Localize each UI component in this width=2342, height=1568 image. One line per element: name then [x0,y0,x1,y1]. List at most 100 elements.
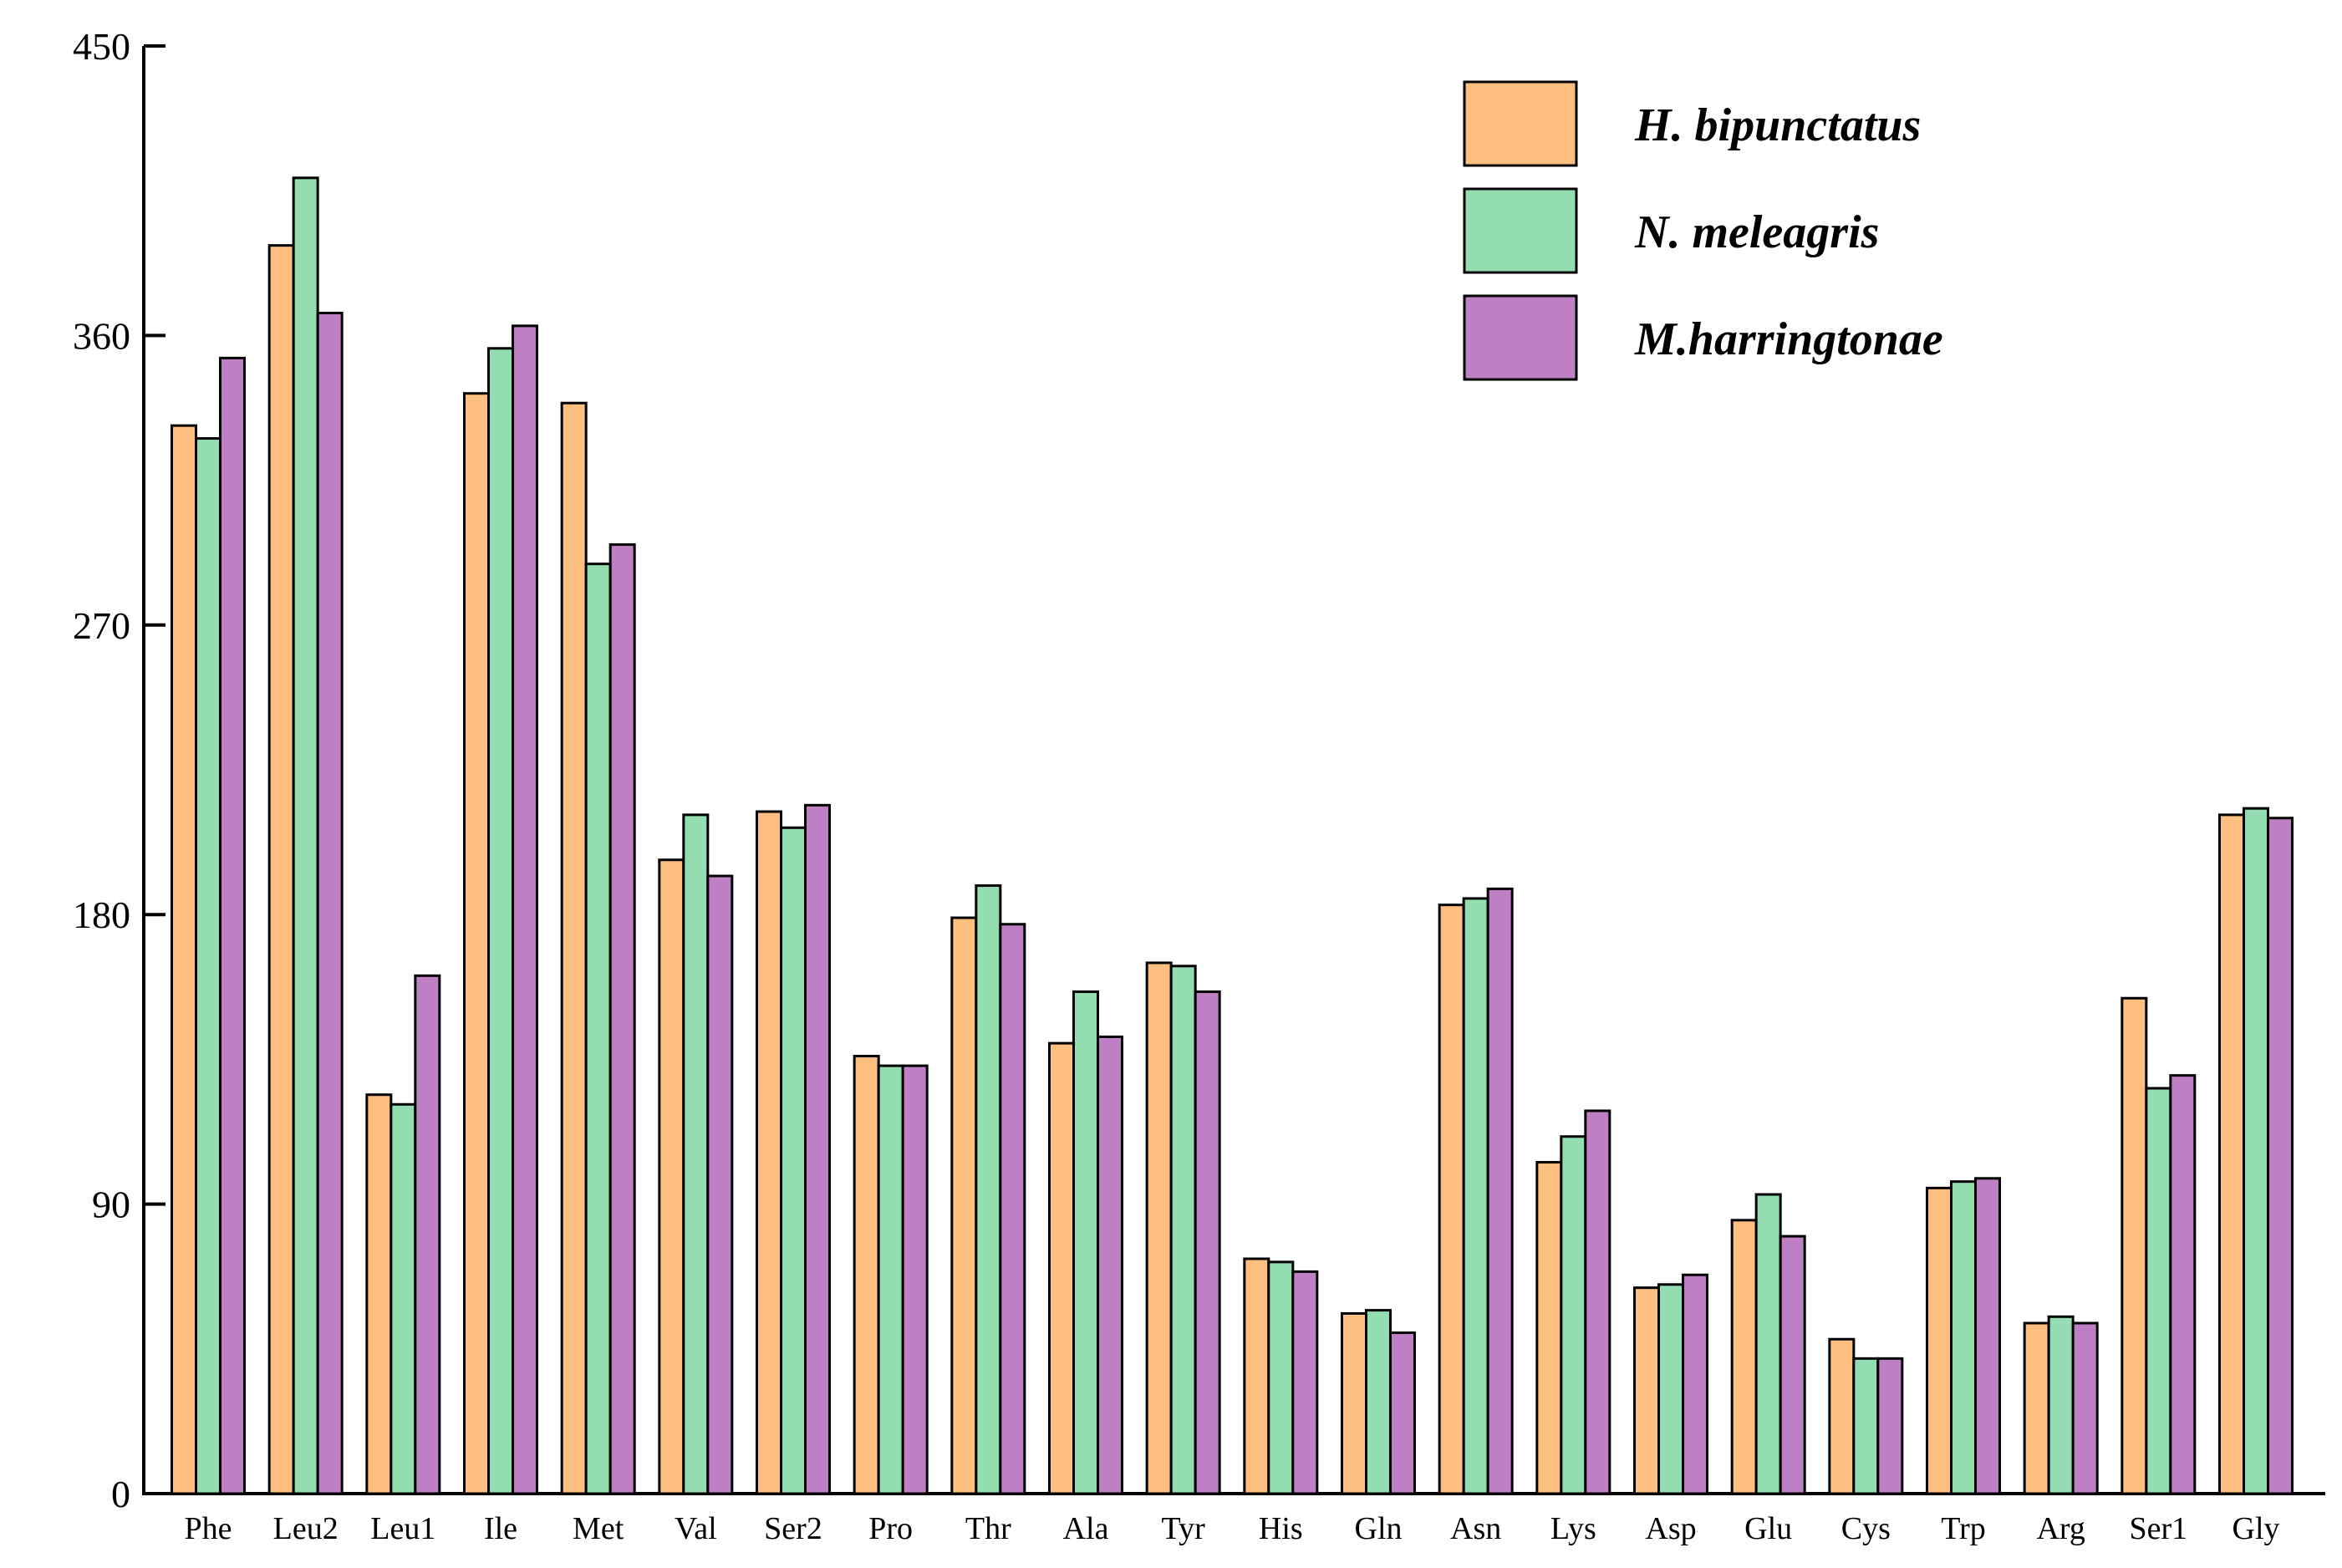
bar-leu1-1 [365,1093,393,1495]
bar-ser1-3 [2169,1074,2197,1495]
x-tick-label: Trp [1941,1511,1986,1546]
bar-his-1 [1243,1257,1270,1495]
bar-leu1-2 [389,1102,417,1495]
bar-gln-1 [1341,1311,1367,1495]
bar-his-2 [1267,1260,1295,1495]
bar-leu1-3 [414,974,441,1495]
x-tick-label: Pro [868,1511,913,1546]
bar-met-3 [608,543,636,1495]
bar-ala-1 [1048,1041,1075,1495]
bar-glu-1 [1730,1219,1758,1495]
bar-asn-2 [1462,897,1489,1495]
bar-val-2 [682,813,710,1495]
bar-leu2-2 [292,176,319,1495]
bar-ala-3 [1097,1035,1123,1495]
bar-gln-3 [1389,1331,1416,1495]
bar-pro-2 [877,1064,904,1495]
axes-group: 0 90 180 270 360 450 Phe Leu2 Leu1 Ile Met Val Ser2 P… [73,25,2325,1546]
y-tick-label: 180 [73,893,130,936]
bar-leu2-3 [316,311,344,1495]
y-tick-label: 360 [73,314,130,357]
bar-ala-2 [1072,990,1099,1495]
bar-asn-3 [1486,887,1514,1495]
x-tick-label: Glu [1744,1511,1792,1546]
bar-ser2-2 [780,826,807,1495]
x-tick-label: His [1259,1511,1303,1546]
bar-trp-1 [1926,1186,1953,1495]
y-tick-label: 450 [73,25,130,68]
bar-arg-2 [2047,1315,2075,1495]
bar-glu-3 [1779,1235,1806,1495]
bar-leu2-1 [267,244,295,1495]
bar-phe-3 [219,356,246,1495]
bar-ile-1 [463,392,490,1495]
bar-lys-3 [1584,1109,1611,1495]
y-tick-label: 270 [73,604,130,647]
bar-ile-2 [487,347,514,1495]
bar-arg-1 [2023,1321,2050,1495]
legend-swatch [1463,187,1578,274]
bar-ser1-1 [2121,996,2148,1495]
bar-glu-2 [1754,1193,1782,1495]
bar-cys-2 [1852,1357,1880,1495]
bar-ser1-2 [2145,1087,2172,1495]
x-tick-label: Leu1 [370,1511,435,1546]
bar-asn-1 [1438,904,1465,1495]
bar-pro-3 [901,1064,929,1495]
bar-val-1 [658,858,685,1495]
bar-thr-1 [950,916,978,1495]
bar-met-2 [584,563,612,1495]
bar-thr-3 [999,923,1026,1495]
x-tick-label: Asp [1645,1511,1696,1546]
bar-asp-3 [1682,1273,1708,1495]
x-tick-label: Met [573,1511,624,1546]
legend: H. bipunctatus N. meleagris M.harringtonae [1463,80,1943,381]
bar-trp-2 [1950,1180,1977,1495]
x-tick-label: Ser1 [2130,1511,2188,1546]
x-tick-label: Tyr [1162,1511,1206,1546]
x-tick-label: Phe [185,1511,232,1546]
y-tick-label: 90 [92,1184,130,1226]
bar-ser2-3 [804,803,831,1495]
bar-thr-2 [975,884,1002,1495]
bar-asp-2 [1657,1283,1684,1495]
x-tick-label: Gln [1355,1511,1403,1546]
bar-lys-2 [1560,1135,1587,1495]
x-tick-label: Lys [1550,1511,1596,1546]
bar-gly-1 [2218,813,2245,1495]
x-tick-label: Ala [1063,1511,1109,1546]
bar-trp-3 [1974,1177,2001,1495]
bar-val-3 [706,874,734,1495]
bars-group [171,176,2294,1495]
bar-his-3 [1291,1270,1319,1495]
bar-phe-2 [195,437,221,1495]
x-tick-label: Arg [2036,1511,2085,1546]
bar-met-1 [560,401,588,1495]
bar-lys-1 [1535,1161,1563,1495]
legend-label: M.harringtonae [1634,313,1943,365]
bar-tyr-3 [1194,990,1221,1495]
legend-label: N. meleagris [1634,206,1879,258]
bar-arg-3 [2071,1321,2099,1495]
bar-gly-2 [2243,807,2269,1495]
x-tick-label: Cys [1841,1511,1891,1546]
legend-label: H. bipunctatus [1634,99,1921,151]
bar-ile-3 [512,324,538,1495]
bar-ser2-1 [756,810,782,1495]
x-tick-label: Thr [965,1511,1011,1546]
bar-phe-1 [171,424,197,1495]
bar-tyr-1 [1145,961,1173,1495]
bar-pro-1 [853,1055,880,1495]
y-tick-label: 0 [111,1473,130,1515]
x-tick-label: Leu2 [273,1511,339,1546]
x-tick-label: Gly [2233,1511,2280,1546]
bar-gln-2 [1365,1309,1392,1495]
x-tick-label: Asn [1450,1511,1501,1546]
x-tick-label: Ser2 [764,1511,822,1546]
bar-gly-3 [2267,817,2294,1495]
bar-asp-1 [1633,1286,1660,1495]
bar-tyr-2 [1169,965,1197,1495]
x-tick-label: Val [675,1511,717,1546]
